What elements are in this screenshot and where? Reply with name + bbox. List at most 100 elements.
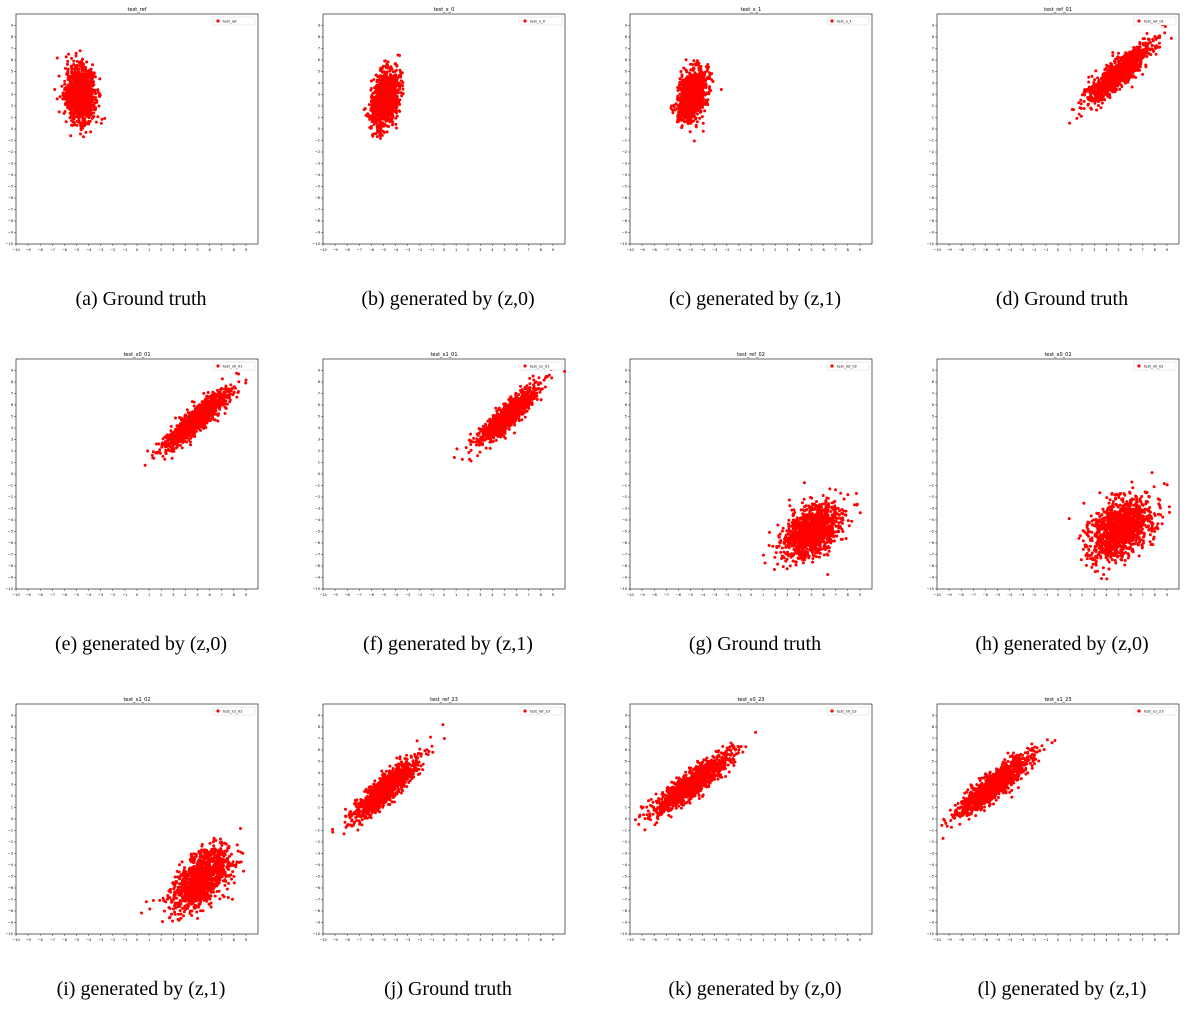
scatter-point	[1156, 46, 1159, 49]
y-tick-label: 4	[318, 81, 321, 85]
y-tick-label: −4	[315, 173, 321, 177]
scatter-point	[1083, 88, 1086, 91]
chart-panel: test_x_1−10−10−9−9−8−8−7−7−6−6−5−5−4−4−3…	[620, 2, 890, 332]
scatter-point	[73, 100, 76, 103]
scatter-point	[673, 108, 676, 111]
y-tick-label: 0	[932, 127, 935, 131]
scatter-point	[92, 80, 95, 83]
scatter-point	[395, 111, 398, 114]
scatter-point	[94, 108, 97, 111]
scatter-point	[692, 119, 695, 122]
x-tick-label: −9	[332, 248, 338, 252]
x-tick-label: −6	[676, 248, 682, 252]
scatter-point	[88, 76, 91, 79]
scatter-point	[370, 79, 373, 82]
scatter-point	[66, 63, 69, 66]
scatter-chart: test_ref_01−10−10−9−9−8−8−7−7−6−6−5−5−4−…	[927, 2, 1197, 282]
y-tick-label: −9	[315, 231, 321, 235]
y-tick-label: 4	[625, 81, 628, 85]
scatter-point	[1114, 61, 1117, 64]
x-tick-label: −5	[995, 248, 1000, 252]
y-tick-label: 4	[932, 81, 935, 85]
scatter-point	[692, 68, 695, 71]
scatter-point	[697, 62, 700, 65]
scatter-point	[84, 74, 87, 77]
scatter-point	[390, 97, 393, 100]
scatter-point	[381, 86, 384, 89]
x-tick-label: −2	[724, 248, 729, 252]
scatter-point	[56, 97, 59, 100]
x-tick-label: 0	[443, 248, 446, 252]
scatter-point	[692, 112, 695, 115]
x-tick-label: −4	[393, 248, 399, 252]
scatter-point	[399, 74, 402, 77]
scatter-point	[72, 115, 75, 118]
scatter-point	[91, 98, 94, 101]
scatter-point	[680, 90, 683, 93]
plot-frame	[323, 14, 565, 244]
scatter-point	[81, 81, 84, 84]
scatter-points	[669, 58, 722, 142]
scatter-point	[76, 114, 79, 117]
scatter-points	[1068, 23, 1173, 124]
x-tick-label: −1	[736, 248, 741, 252]
scatter-point	[374, 97, 377, 100]
x-tick-label: 4	[1105, 248, 1108, 252]
scatter-point	[1097, 80, 1100, 83]
y-tick-label: −7	[622, 208, 627, 212]
x-tick-label: −8	[38, 248, 44, 252]
y-tick-label: 4	[11, 81, 14, 85]
x-tick-label: 0	[136, 248, 139, 252]
scatter-point	[65, 120, 68, 123]
x-tick-label: 9	[245, 248, 248, 252]
scatter-point	[686, 78, 689, 81]
x-tick-label: −9	[946, 248, 952, 252]
scatter-point	[1143, 51, 1146, 54]
scatter-point	[371, 135, 374, 138]
y-tick-label: −1	[929, 139, 934, 143]
legend-label: test_ref	[223, 19, 237, 23]
legend: test_x_0	[520, 17, 562, 25]
x-tick-label: −3	[405, 248, 410, 252]
scatter-point	[95, 101, 98, 104]
scatter-point	[1164, 25, 1167, 28]
y-tick-label: −8	[315, 219, 321, 223]
scatter-point	[703, 109, 706, 112]
scatter-point	[686, 109, 689, 112]
y-tick-label: −10	[927, 242, 935, 246]
scatter-point	[96, 88, 99, 91]
scatter-point	[686, 93, 689, 96]
scatter-point	[1099, 106, 1102, 109]
x-tick-label: −1	[122, 248, 127, 252]
scatter-point	[692, 90, 695, 93]
scatter-point	[394, 89, 397, 92]
scatter-point	[1154, 45, 1157, 48]
scatter-point	[387, 88, 390, 91]
y-tick-label: −5	[622, 185, 627, 189]
scatter-point	[394, 117, 397, 120]
x-tick-label: 3	[172, 248, 174, 252]
scatter-point	[697, 88, 700, 91]
scatter-point	[73, 81, 76, 84]
scatter-point	[76, 109, 79, 112]
scatter-point	[382, 130, 385, 133]
y-tick-label: −10	[6, 242, 14, 246]
scatter-point	[1071, 108, 1074, 111]
y-tick-label: 8	[318, 35, 321, 39]
scatter-point	[1132, 46, 1135, 49]
x-tick-label: 8	[847, 248, 850, 252]
scatter-point	[387, 60, 390, 63]
scatter-point	[82, 135, 85, 138]
y-tick-label: −1	[8, 139, 13, 143]
scatter-point	[90, 68, 93, 71]
scatter-point	[385, 101, 388, 104]
y-tick-label: −5	[315, 185, 320, 189]
scatter-chart: test_x_1−10−10−9−9−8−8−7−7−6−6−5−5−4−4−3…	[620, 2, 890, 282]
x-tick-label: −1	[429, 248, 434, 252]
scatter-point	[682, 67, 685, 70]
y-tick-label: 3	[11, 93, 13, 97]
y-tick-label: 9	[932, 24, 935, 28]
scatter-point	[394, 98, 397, 101]
scatter-point	[371, 92, 374, 95]
scatter-point	[400, 79, 403, 82]
